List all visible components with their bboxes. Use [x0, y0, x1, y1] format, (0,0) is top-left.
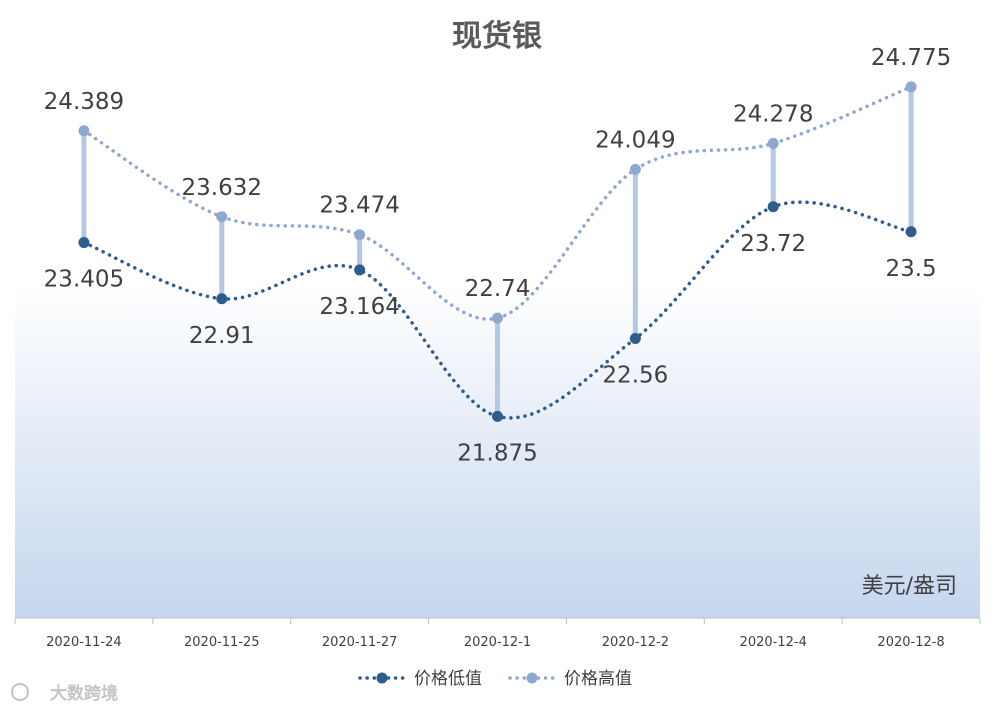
data-label-low: 23.5	[885, 256, 936, 282]
chart-title: 现货银	[452, 19, 542, 54]
data-label-low: 23.164	[319, 294, 399, 320]
data-point-low	[767, 201, 779, 213]
legend-marker-high	[526, 672, 538, 684]
x-tick-label: 2020-12-2	[602, 635, 669, 650]
data-label-high: 24.389	[44, 89, 124, 115]
high-low-lines	[81, 86, 914, 417]
x-tick-label: 2020-12-8	[877, 635, 944, 650]
data-point-high	[492, 312, 503, 324]
data-label-high: 23.474	[319, 193, 399, 219]
data-label-low: 23.405	[44, 267, 124, 293]
data-point-high	[78, 125, 90, 137]
legend-label-low: 价格低值	[414, 669, 482, 689]
data-labels: 24.389 23.405 23.632 22.91 23.474 23.164 22.74…	[44, 45, 952, 466]
data-point-low	[354, 264, 366, 276]
x-tick-label: 2020-11-25	[184, 635, 260, 650]
watermark-text: 大数跨境	[50, 683, 118, 704]
data-label-high: 24.278	[733, 101, 813, 127]
x-tick-label: 2020-11-24	[46, 635, 122, 650]
x-tick-label: 2020-11-27	[322, 635, 398, 650]
data-point-high	[905, 81, 917, 93]
data-point-low	[78, 237, 90, 249]
series-group	[78, 81, 917, 422]
legend: 价格低值 价格高值	[358, 669, 632, 689]
data-point-high	[354, 229, 366, 241]
x-tick-marks: 2020-11-24 2020-11-25 2020-11-27 2020-12-1 2…	[14, 618, 981, 650]
data-point-low	[905, 226, 917, 238]
data-label-high: 24.049	[595, 127, 675, 153]
data-label-low: 22.56	[602, 363, 668, 389]
data-label-high: 23.632	[182, 175, 262, 201]
watermark-logo-icon	[11, 683, 29, 701]
data-point-high	[629, 163, 641, 175]
data-point-low	[492, 410, 503, 422]
data-label-low: 22.91	[189, 323, 255, 349]
x-tick-label: 2020-12-4	[740, 635, 807, 650]
unit-label: 美元/盎司	[862, 574, 957, 599]
legend-label-high: 价格高值	[564, 669, 632, 689]
watermark: 大数跨境	[11, 683, 118, 704]
data-label-high: 22.74	[465, 276, 531, 302]
data-label-low: 21.875	[457, 440, 537, 466]
data-point-high	[767, 137, 779, 149]
data-point-low	[216, 293, 228, 305]
data-label-high: 24.775	[871, 45, 951, 71]
data-label-low: 23.72	[740, 231, 806, 257]
data-point-low	[629, 333, 641, 345]
legend-marker-low	[376, 672, 388, 684]
x-tick-label: 2020-12-1	[464, 635, 531, 650]
data-point-high	[216, 211, 228, 223]
